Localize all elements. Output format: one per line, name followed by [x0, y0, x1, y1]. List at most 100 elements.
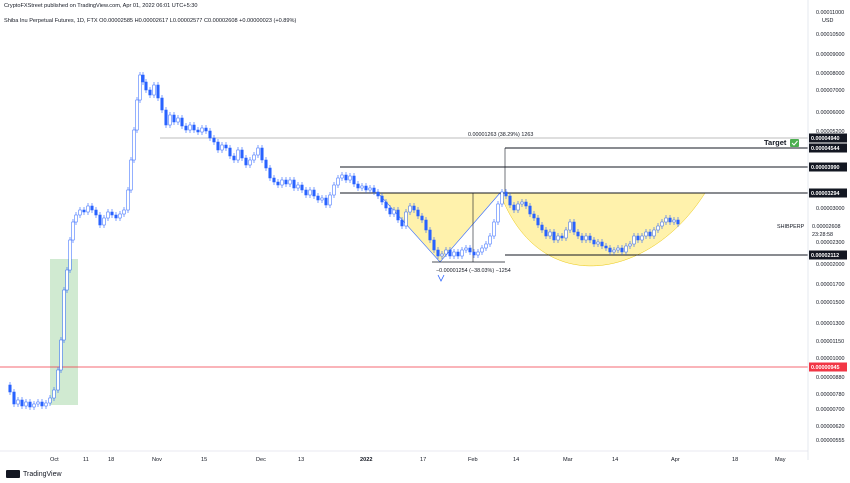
time-tick-label: 14	[612, 457, 618, 463]
time-tick-label: 11	[83, 457, 89, 463]
candle-body	[604, 245, 608, 249]
price-tick-label: 0.00000700	[816, 407, 844, 413]
candle-body	[408, 205, 412, 213]
price-tick-label: 0.00009000	[816, 52, 844, 58]
candle-body	[516, 203, 520, 211]
candle-body	[352, 175, 356, 185]
candle-body	[608, 247, 612, 253]
candle-body	[332, 184, 336, 196]
candle-body	[216, 141, 220, 151]
down-arrow-icon	[437, 274, 445, 282]
candle-body	[328, 194, 332, 206]
candle-body	[90, 205, 94, 211]
candle-body	[8, 384, 12, 393]
time-tick-label: Oct	[50, 457, 59, 463]
candle-body	[592, 239, 596, 245]
candle-body	[668, 217, 672, 223]
candle-body	[560, 235, 564, 239]
price-level-label: 0.00004544	[811, 146, 839, 152]
candles-group	[8, 72, 680, 410]
candle-body	[400, 219, 404, 227]
candle-body	[424, 219, 428, 231]
candle-body	[144, 81, 148, 91]
candle-body	[248, 159, 252, 166]
candle-body	[564, 229, 568, 239]
candle-body	[360, 185, 364, 189]
candle-body	[664, 217, 668, 223]
candle-body	[636, 235, 640, 241]
candle-body	[376, 191, 380, 197]
candle-body	[436, 249, 440, 257]
candle-body	[576, 231, 580, 237]
tradingview-logo: TradingView	[6, 470, 62, 478]
candle-body	[568, 221, 572, 231]
candle-body	[160, 97, 164, 111]
price-tick-label: 0.00002300	[816, 240, 844, 246]
candle-body	[224, 144, 228, 149]
candle-body	[12, 391, 16, 405]
price-level-badge	[809, 143, 847, 153]
candle-body	[20, 399, 24, 407]
candle-body	[56, 369, 60, 391]
candle-body	[340, 174, 344, 179]
measure-up-label: 0.00001263 (38.29%) 1263	[468, 132, 533, 138]
candle-body	[468, 247, 472, 253]
candle-body	[640, 235, 644, 241]
candle-body	[200, 127, 204, 133]
countdown-label: 23:28:58	[812, 232, 833, 238]
candle-body	[106, 211, 110, 219]
candle-body	[508, 195, 512, 206]
candle-body	[220, 144, 224, 151]
symbol-tag: SHIBPERP	[777, 224, 805, 230]
candle-body	[148, 89, 152, 96]
candle-body	[172, 114, 176, 123]
time-tick-label: 17	[420, 457, 426, 463]
candle-body	[244, 157, 248, 166]
candle-body	[676, 219, 680, 225]
candle-body	[118, 213, 122, 219]
symbol-info-line: Shiba Inu Perpetual Futures, 1D, FTX O0.…	[4, 18, 297, 24]
candle-body	[404, 211, 408, 227]
candle-body	[500, 191, 504, 205]
candle-body	[152, 84, 156, 96]
candle-body	[644, 231, 648, 237]
candle-body	[196, 129, 200, 133]
time-axis[interactable]: Oct 11 18 Nov 15 Dec 13 2022 17 Feb 14 Mar 14 Apr 18 Ma…	[50, 457, 786, 463]
price-tick-label: 0.00000880	[816, 375, 844, 381]
candle-body	[288, 179, 292, 185]
candle-body	[420, 215, 424, 221]
candle-body	[572, 221, 576, 233]
candle-body	[536, 217, 540, 226]
price-tick-label: 0.00001000	[816, 356, 844, 362]
candle-body	[396, 209, 400, 221]
price-level-badge	[809, 133, 847, 143]
candle-body	[652, 229, 656, 237]
candle-body	[348, 175, 352, 181]
candle-body	[456, 251, 460, 257]
candle-body	[82, 209, 86, 213]
price-tick-label: 0.00000780	[816, 392, 844, 398]
candle-body	[135, 99, 139, 131]
candle-body	[122, 209, 126, 215]
candle-body	[440, 253, 444, 257]
candle-body	[344, 174, 348, 181]
candle-body	[74, 214, 78, 223]
candle-body	[632, 235, 636, 245]
candle-body	[132, 129, 136, 161]
time-tick-label: 18	[108, 457, 114, 463]
candle-body	[488, 235, 492, 245]
price-level-label: 0.00004940	[811, 136, 839, 142]
candle-body	[380, 195, 384, 203]
candle-body	[98, 214, 102, 226]
price-tick-label: 0.00005200	[816, 129, 844, 135]
candle-body	[71, 221, 75, 241]
price-level-badge	[809, 188, 847, 198]
candle-body	[94, 209, 98, 216]
candle-body	[428, 229, 432, 241]
candle-body	[176, 117, 180, 123]
candle-body	[52, 389, 56, 399]
candle-body	[232, 155, 236, 161]
price-axis[interactable]: 0.00010500 0.00009000 0.00008000 0.00007000…	[777, 32, 847, 444]
candle-body	[48, 397, 52, 404]
